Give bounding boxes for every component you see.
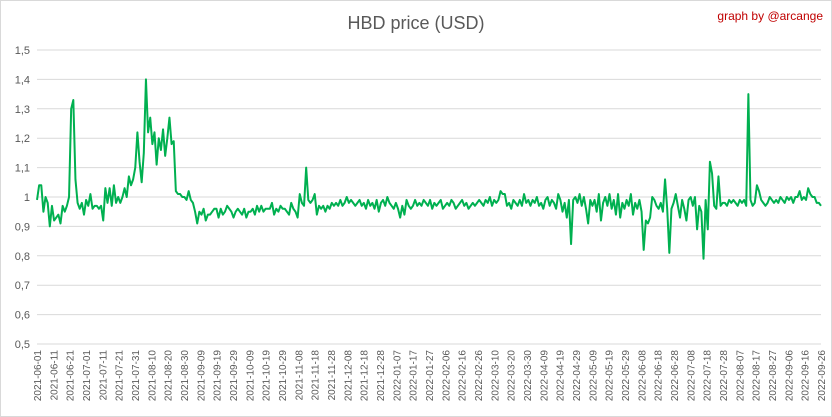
x-tick-label: 2021-07-31 [131, 350, 142, 402]
x-tick-label: 2022-08-27 [768, 350, 779, 402]
x-tick-label: 2022-02-16 [458, 350, 469, 402]
x-tick-label: 2021-12-28 [376, 350, 387, 402]
x-tick-label: 2021-07-11 [98, 350, 109, 401]
x-tick-label: 2022-03-20 [507, 350, 518, 402]
x-tick-label: 2021-11-08 [294, 350, 305, 401]
x-tick-label: 2022-04-29 [572, 350, 583, 402]
x-tick-label: 2021-12-08 [343, 350, 354, 402]
chart-title: HBD price (USD) [347, 13, 484, 33]
y-tick-label: 1,5 [15, 45, 30, 57]
y-axis-ticks: 0,5 0,6 0,7 0,8 0,9 1 1,1 1,2 1,3 1,4 1,5 [15, 45, 30, 351]
x-tick-label: 2022-08-07 [735, 350, 746, 402]
series-line [36, 78, 822, 260]
y-tick-label: 1,2 [15, 133, 30, 145]
x-tick-label: 2022-09-06 [784, 350, 795, 402]
x-tick-label: 2022-09-26 [817, 350, 828, 402]
y-tick-label: 0,7 [15, 280, 30, 292]
x-tick-label: 2021-11-18 [311, 350, 322, 401]
x-tick-label: 2022-01-17 [409, 350, 420, 402]
y-tick-label: 1,4 [15, 74, 30, 86]
x-tick-label: 2022-05-19 [605, 350, 616, 402]
x-tick-label: 2021-07-01 [82, 350, 93, 402]
x-tick-label: 2022-05-09 [588, 350, 599, 402]
x-tick-label: 2022-03-10 [490, 350, 501, 402]
y-tick-label: 1,3 [15, 104, 30, 116]
x-tick-label: 2021-12-18 [360, 350, 371, 402]
x-axis-ticks: 2021-06-01 2021-06-11 2021-06-21 2021-07-01… [33, 350, 828, 402]
x-tick-label: 2021-08-20 [164, 350, 175, 402]
x-tick-label: 2022-03-30 [523, 350, 534, 402]
x-tick-label: 2021-10-09 [245, 350, 256, 402]
x-tick-label: 2021-08-30 [180, 350, 191, 402]
x-tick-label: 2022-06-28 [670, 350, 681, 402]
x-tick-label: 2022-06-18 [654, 350, 665, 402]
x-tick-label: 2021-11-28 [327, 350, 338, 401]
x-tick-label: 2022-02-26 [474, 350, 485, 402]
x-tick-label: 2021-09-09 [196, 350, 207, 402]
x-tick-label: 2021-10-19 [262, 350, 273, 402]
x-tick-label: 2021-06-21 [66, 350, 77, 402]
y-tick-label: 1 [24, 192, 30, 204]
x-tick-label: 2021-09-29 [229, 350, 240, 402]
y-tick-label: 0,5 [15, 339, 30, 351]
series-group [36, 78, 822, 260]
x-tick-label: 2021-06-11 [49, 350, 60, 401]
x-tick-label: 2021-06-01 [33, 350, 44, 402]
x-tick-label: 2022-07-28 [719, 350, 730, 402]
x-tick-label: 2022-01-07 [392, 350, 403, 402]
x-tick-label: 2021-09-19 [213, 350, 224, 402]
x-tick-label: 2022-08-17 [752, 350, 763, 402]
x-tick-label: 2022-09-16 [801, 350, 812, 402]
x-tick-label: 2022-04-19 [556, 350, 567, 402]
x-tick-label: 2022-07-08 [686, 350, 697, 402]
y-tick-label: 0,8 [15, 251, 30, 263]
x-tick-label: 2022-01-27 [425, 350, 436, 402]
x-tick-label: 2021-10-29 [278, 350, 289, 402]
y-tick-label: 0,6 [15, 310, 30, 322]
x-tick-label: 2022-04-09 [539, 350, 550, 402]
y-tick-label: 1,1 [15, 163, 30, 175]
grid-lines [37, 49, 821, 345]
x-tick-label: 2021-08-10 [147, 350, 158, 402]
x-tick-label: 2022-05-29 [621, 350, 632, 402]
chart-credit: graph by @arcange [717, 9, 823, 23]
y-tick-label: 0,9 [15, 221, 30, 233]
x-tick-label: 2022-07-18 [703, 350, 714, 402]
x-tick-label: 2022-02-06 [441, 350, 452, 402]
x-tick-label: 2021-07-21 [115, 350, 126, 402]
x-tick-label: 2022-06-08 [637, 350, 648, 402]
